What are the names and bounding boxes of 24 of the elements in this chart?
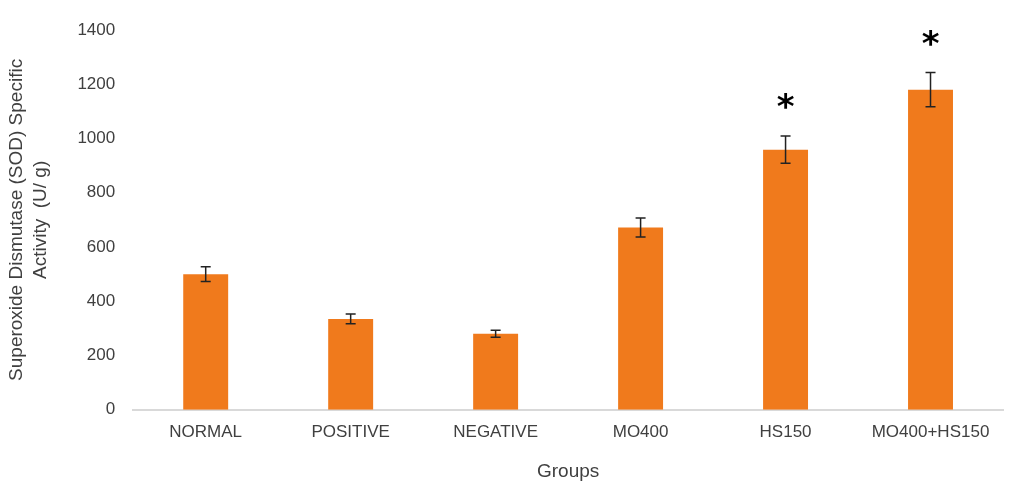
y-tick-label: 1200: [77, 73, 116, 93]
annotation: *: [776, 86, 795, 127]
x-tick-label: POSITIVE: [311, 421, 390, 441]
x-tick-label: NORMAL: [169, 421, 243, 441]
bar: [908, 89, 953, 410]
y-tick-label: 0: [105, 399, 116, 419]
bar: [618, 227, 664, 410]
x-tick-label: MO400: [612, 421, 669, 441]
y-tick-label: 600: [86, 236, 116, 256]
x-tick-label: HS150: [759, 421, 812, 441]
bar: [763, 149, 809, 410]
bar: [473, 333, 519, 410]
y-tick-label: 200: [86, 345, 116, 365]
y-tick-label: 1400: [77, 19, 116, 39]
bar: [328, 318, 374, 410]
y-axis-title: Superoxide Dismutase (SOD) Specific Activity (U/ g): [4, 58, 51, 381]
x-axis-title: Groups: [536, 459, 600, 481]
bar: [183, 274, 229, 410]
y-tick-label: 400: [86, 290, 116, 310]
x-tick-label: NEGATIVE: [453, 421, 538, 441]
y-tick-label: 1000: [77, 128, 116, 148]
x-tick-label: MO400+HS150: [871, 421, 990, 441]
y-tick-label: 800: [86, 182, 116, 202]
annotation: *: [921, 22, 940, 63]
